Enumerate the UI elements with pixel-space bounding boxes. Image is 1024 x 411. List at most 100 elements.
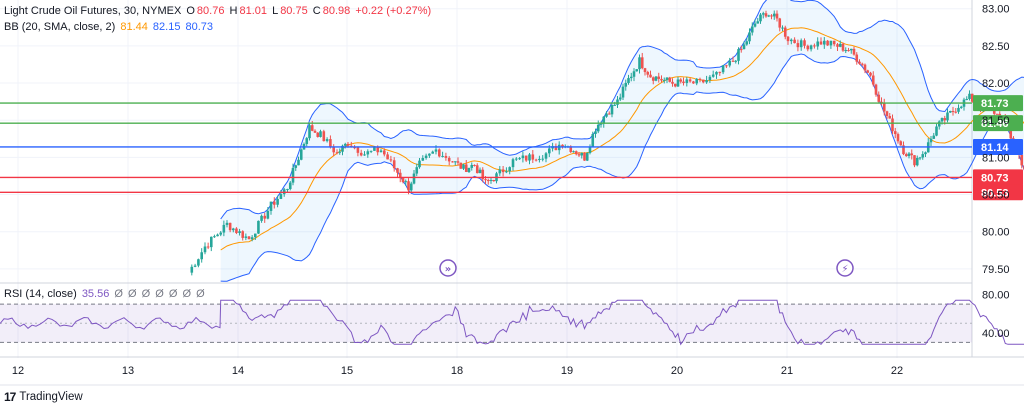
- candle-body: [904, 154, 908, 157]
- time-axis-tick: 18: [451, 365, 463, 377]
- candle-body: [708, 76, 712, 81]
- rsi-extra: Ø: [155, 288, 164, 300]
- candle-body: [583, 152, 586, 161]
- time-axis[interactable]: 12 13 14 15 18 19 20 21 22: [12, 365, 903, 377]
- level-price-tag: [973, 95, 1023, 112]
- candle-body: [849, 48, 853, 51]
- candle-body: [257, 220, 260, 234]
- candle-body: [569, 146, 573, 152]
- candle-body: [478, 169, 482, 174]
- tradingview-icon: 17: [4, 390, 16, 404]
- candle-body: [228, 222, 232, 231]
- bb-fill: [220, 0, 1024, 282]
- candle-body: [561, 144, 564, 147]
- candle-body: [288, 182, 292, 190]
- candle-body: [679, 79, 683, 82]
- rsi-legend[interactable]: RSI (14, close) 35.56 Ø Ø Ø Ø Ø Ø Ø: [4, 287, 207, 301]
- candle-body: [943, 118, 947, 121]
- bb-lower-line: [220, 53, 1024, 282]
- candle-body: [216, 234, 219, 237]
- candle-body: [860, 63, 864, 65]
- candle-body: [346, 143, 350, 146]
- candle-body: [826, 40, 829, 46]
- candle-body: [918, 157, 922, 159]
- candle-body: [599, 123, 603, 125]
- price-axis[interactable]: 83.00 82.50 82.00 81.50 81.00 80.50 80.00 79.50…: [982, 4, 1010, 340]
- candle-body: [640, 57, 644, 69]
- candle-body: [885, 111, 889, 117]
- candle-body: [412, 173, 416, 184]
- candle-body: [618, 97, 622, 100]
- candle-body: [671, 81, 674, 84]
- symbol-title: Light Crude Oil Futures, 30, NYMEX: [4, 5, 182, 17]
- candle-body: [462, 164, 465, 169]
- candle-body: [737, 49, 740, 61]
- candle-body: [459, 162, 463, 169]
- high-value: 81.01: [239, 5, 267, 17]
- candle-body: [193, 265, 197, 267]
- candle-body: [893, 131, 897, 135]
- candle-body: [823, 40, 826, 45]
- candle-body: [829, 40, 833, 46]
- candle-body: [651, 77, 655, 81]
- level-price-label: 81.14: [981, 142, 1009, 154]
- candle-body: [209, 236, 213, 248]
- candle-body: [863, 64, 867, 71]
- price-axis-tick: 79.50: [982, 264, 1010, 276]
- level-price-tag: [973, 169, 1023, 186]
- tradingview-logo[interactable]: 17 TradingView: [4, 390, 83, 404]
- candle-body: [266, 210, 270, 219]
- candle-body: [844, 50, 848, 52]
- price-axis-tick: 81.50: [982, 115, 1010, 127]
- candle-body: [786, 36, 790, 42]
- candle-body: [721, 65, 725, 73]
- candle-body: [882, 103, 886, 112]
- time-axis-tick: 12: [12, 365, 24, 377]
- rsi-axis-tick: 80.00: [982, 290, 1010, 302]
- candle-body: [718, 71, 722, 73]
- candle-body: [688, 79, 692, 82]
- low-value: 80.75: [280, 5, 308, 17]
- candle-body: [995, 113, 999, 115]
- candle-body: [521, 155, 525, 159]
- candle-body: [260, 215, 263, 221]
- candle-body: [899, 141, 903, 146]
- candle-body: [572, 151, 575, 153]
- candle-body: [508, 167, 511, 172]
- candle-body: [369, 150, 373, 152]
- candle-body: [770, 15, 773, 17]
- candle-body: [574, 151, 578, 155]
- candle-body: [359, 152, 363, 156]
- symbol-legend[interactable]: Light Crude Oil Futures, 30, NYMEX O 80.7…: [4, 4, 433, 18]
- candle-body: [225, 222, 229, 225]
- close-label: C: [312, 5, 321, 17]
- bb-legend[interactable]: BB (20, SMA, close, 2) 81.44 82.15 80.73: [4, 20, 215, 34]
- level-price-tag: [973, 138, 1023, 155]
- candle-body: [607, 113, 611, 115]
- candle-body: [329, 139, 332, 147]
- high-label: H: [229, 5, 238, 17]
- low-label: L: [272, 5, 279, 17]
- candle-body: [695, 78, 698, 84]
- candle-body: [796, 43, 800, 48]
- horizontal-levels[interactable]: 81.73 81.46 81.14 80.73 80.53: [0, 95, 1023, 201]
- candle-body: [475, 165, 479, 174]
- bb-lower-value: 80.73: [185, 21, 214, 33]
- candle-body: [541, 158, 544, 160]
- candle-body: [313, 130, 317, 133]
- candle-body: [654, 76, 658, 81]
- candle-body: [219, 232, 223, 235]
- candle-body: [957, 107, 960, 112]
- candle-body: [544, 153, 548, 159]
- candle-body: [238, 231, 241, 233]
- candle-body: [855, 54, 859, 62]
- rsi-extra: Ø: [141, 288, 151, 300]
- candle-body: [852, 48, 856, 55]
- open-value: 80.76: [196, 5, 225, 17]
- candle-body: [492, 179, 496, 182]
- candle-body: [398, 172, 402, 179]
- bb-label: BB (20, SMA, close, 2): [4, 21, 116, 33]
- event-icons[interactable]: » ⚡: [439, 259, 854, 277]
- candle-body: [605, 113, 608, 117]
